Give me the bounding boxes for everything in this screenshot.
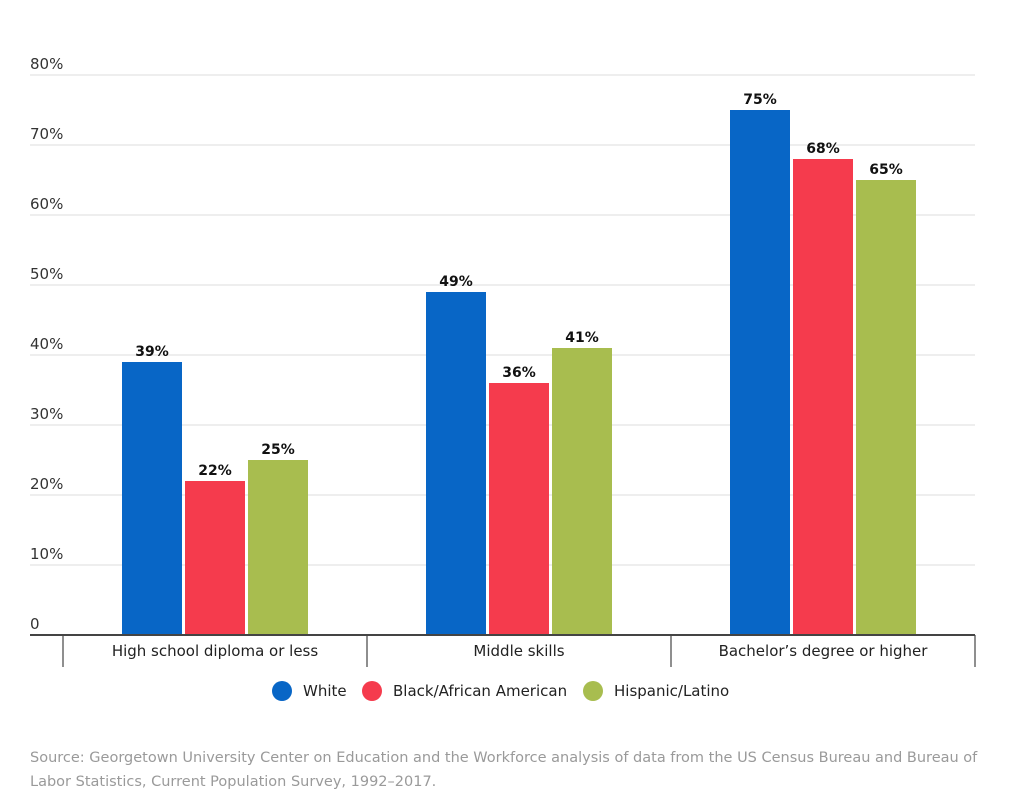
bar [730,110,790,635]
data-labels: 39% 22% 25% 49% 36% 41% 75% 68% 65% [135,92,903,479]
source-note: Source: Georgetown University Center on … [30,750,978,790]
x-category-label: Middle skills [473,642,564,660]
data-label: 36% [502,365,536,381]
y-tick-label: 60% [30,195,63,213]
data-label: 25% [261,442,295,458]
bar [185,481,245,635]
bar [552,348,612,635]
data-label: 68% [806,141,840,157]
bar-chart: 0 10% 20% 30% 40% 50% 60% 70% 80% 39% 22% 25% 49% 36… [30,55,976,701]
legend-swatch [362,681,382,701]
y-tick-label: 20% [30,475,63,493]
x-axis: High school diploma or less Middle skills… [30,634,976,667]
legend-label: Hispanic/Latino [614,682,729,700]
data-label: 49% [439,274,473,290]
bar [489,383,549,635]
bar [122,362,182,635]
bar [856,180,916,635]
data-label: 22% [198,463,232,479]
y-tick-label: 70% [30,125,63,143]
data-label: 39% [135,344,169,360]
y-tick-label: 80% [30,55,63,73]
legend-swatch [272,681,292,701]
legend-label: Black/African American [393,682,567,700]
legend: White Black/African American Hispanic/Lati… [272,681,729,701]
bars [122,110,916,635]
y-tick-label: 30% [30,405,63,423]
data-label: 65% [869,162,903,178]
y-tick-label: 0 [30,615,40,633]
legend-label: White [303,682,347,700]
x-category-label: Bachelor’s degree or higher [719,642,929,660]
data-label: 41% [565,330,599,346]
y-tick-label: 40% [30,335,63,353]
data-label: 75% [743,92,777,108]
bar [426,292,486,635]
bar [793,159,853,635]
bar [248,460,308,635]
y-tick-label: 10% [30,545,63,563]
y-tick-label: 50% [30,265,63,283]
x-category-label: High school diploma or less [112,642,319,660]
legend-swatch [583,681,603,701]
y-axis-ticks: 0 10% 20% 30% 40% 50% 60% 70% 80% [30,55,63,633]
